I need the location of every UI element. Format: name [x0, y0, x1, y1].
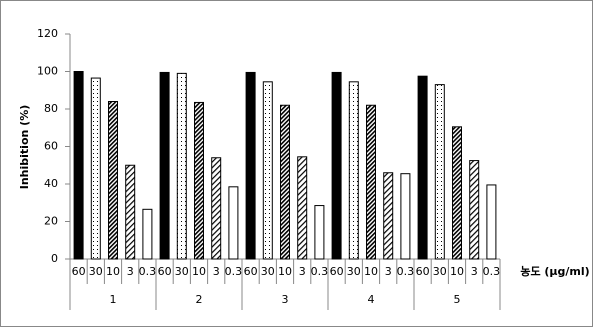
- y-axis-label: Inhibition (%): [18, 105, 31, 190]
- bar: [280, 104, 290, 260]
- series-label: 3: [213, 265, 220, 278]
- x-tick-label: 1: [110, 293, 117, 306]
- bar: [452, 126, 462, 260]
- y-tick-label: 60: [44, 140, 58, 153]
- x-tick-label: 2: [196, 293, 203, 306]
- y-tick-label: 120: [37, 27, 58, 40]
- bar: [176, 72, 187, 260]
- series-label: 30: [261, 265, 275, 278]
- bar: [142, 208, 153, 260]
- y-tick-label: 80: [44, 102, 58, 115]
- series-label: 3: [127, 265, 134, 278]
- bar: [90, 77, 101, 260]
- series-label: 10: [364, 265, 378, 278]
- series-label: 3: [385, 265, 392, 278]
- series-label: 30: [347, 265, 361, 278]
- series-label: 60: [158, 265, 172, 278]
- series-label: 60: [416, 265, 430, 278]
- bar: [108, 101, 118, 260]
- bar: [245, 71, 256, 260]
- series-label: 0.3: [139, 265, 157, 278]
- bar: [194, 101, 204, 260]
- series-label: 60: [330, 265, 344, 278]
- series-label: 3: [299, 265, 306, 278]
- bar: [159, 71, 170, 260]
- y-tick-label: 40: [44, 177, 58, 190]
- bar: [211, 157, 222, 260]
- y-tick-label: 0: [51, 252, 58, 265]
- bar: [125, 164, 136, 260]
- bar: [400, 173, 411, 260]
- series-label: 0.3: [483, 265, 501, 278]
- y-tick-label: 20: [44, 215, 58, 228]
- bar: [434, 84, 445, 260]
- series-label: 3: [471, 265, 478, 278]
- bar: [469, 160, 480, 260]
- y-tick-label: 100: [37, 65, 58, 78]
- bar: [383, 172, 394, 260]
- series-label: 30: [433, 265, 447, 278]
- bar: [297, 156, 308, 260]
- series-label: 0.3: [311, 265, 329, 278]
- x-axis-label: 농도 (μg/ml): [520, 265, 589, 278]
- series-label: 60: [244, 265, 258, 278]
- series-label: 0.3: [225, 265, 243, 278]
- series-label: 10: [106, 265, 120, 278]
- series-label: 10: [450, 265, 464, 278]
- x-tick-label: 4: [368, 293, 375, 306]
- series-label: 10: [192, 265, 206, 278]
- bar: [73, 71, 84, 260]
- x-tick-label: 5: [454, 293, 461, 306]
- bar: [486, 184, 497, 260]
- bar: [366, 104, 376, 260]
- bar: [417, 75, 428, 260]
- series-label: 10: [278, 265, 292, 278]
- series-label: 60: [72, 265, 86, 278]
- series-label: 30: [175, 265, 189, 278]
- bar: [348, 81, 359, 260]
- series-label: 30: [89, 265, 103, 278]
- bar: [228, 186, 239, 260]
- series-label: 0.3: [397, 265, 415, 278]
- bar: [331, 71, 342, 260]
- bar: [314, 205, 325, 260]
- x-tick-label: 3: [282, 293, 289, 306]
- bar: [262, 81, 273, 260]
